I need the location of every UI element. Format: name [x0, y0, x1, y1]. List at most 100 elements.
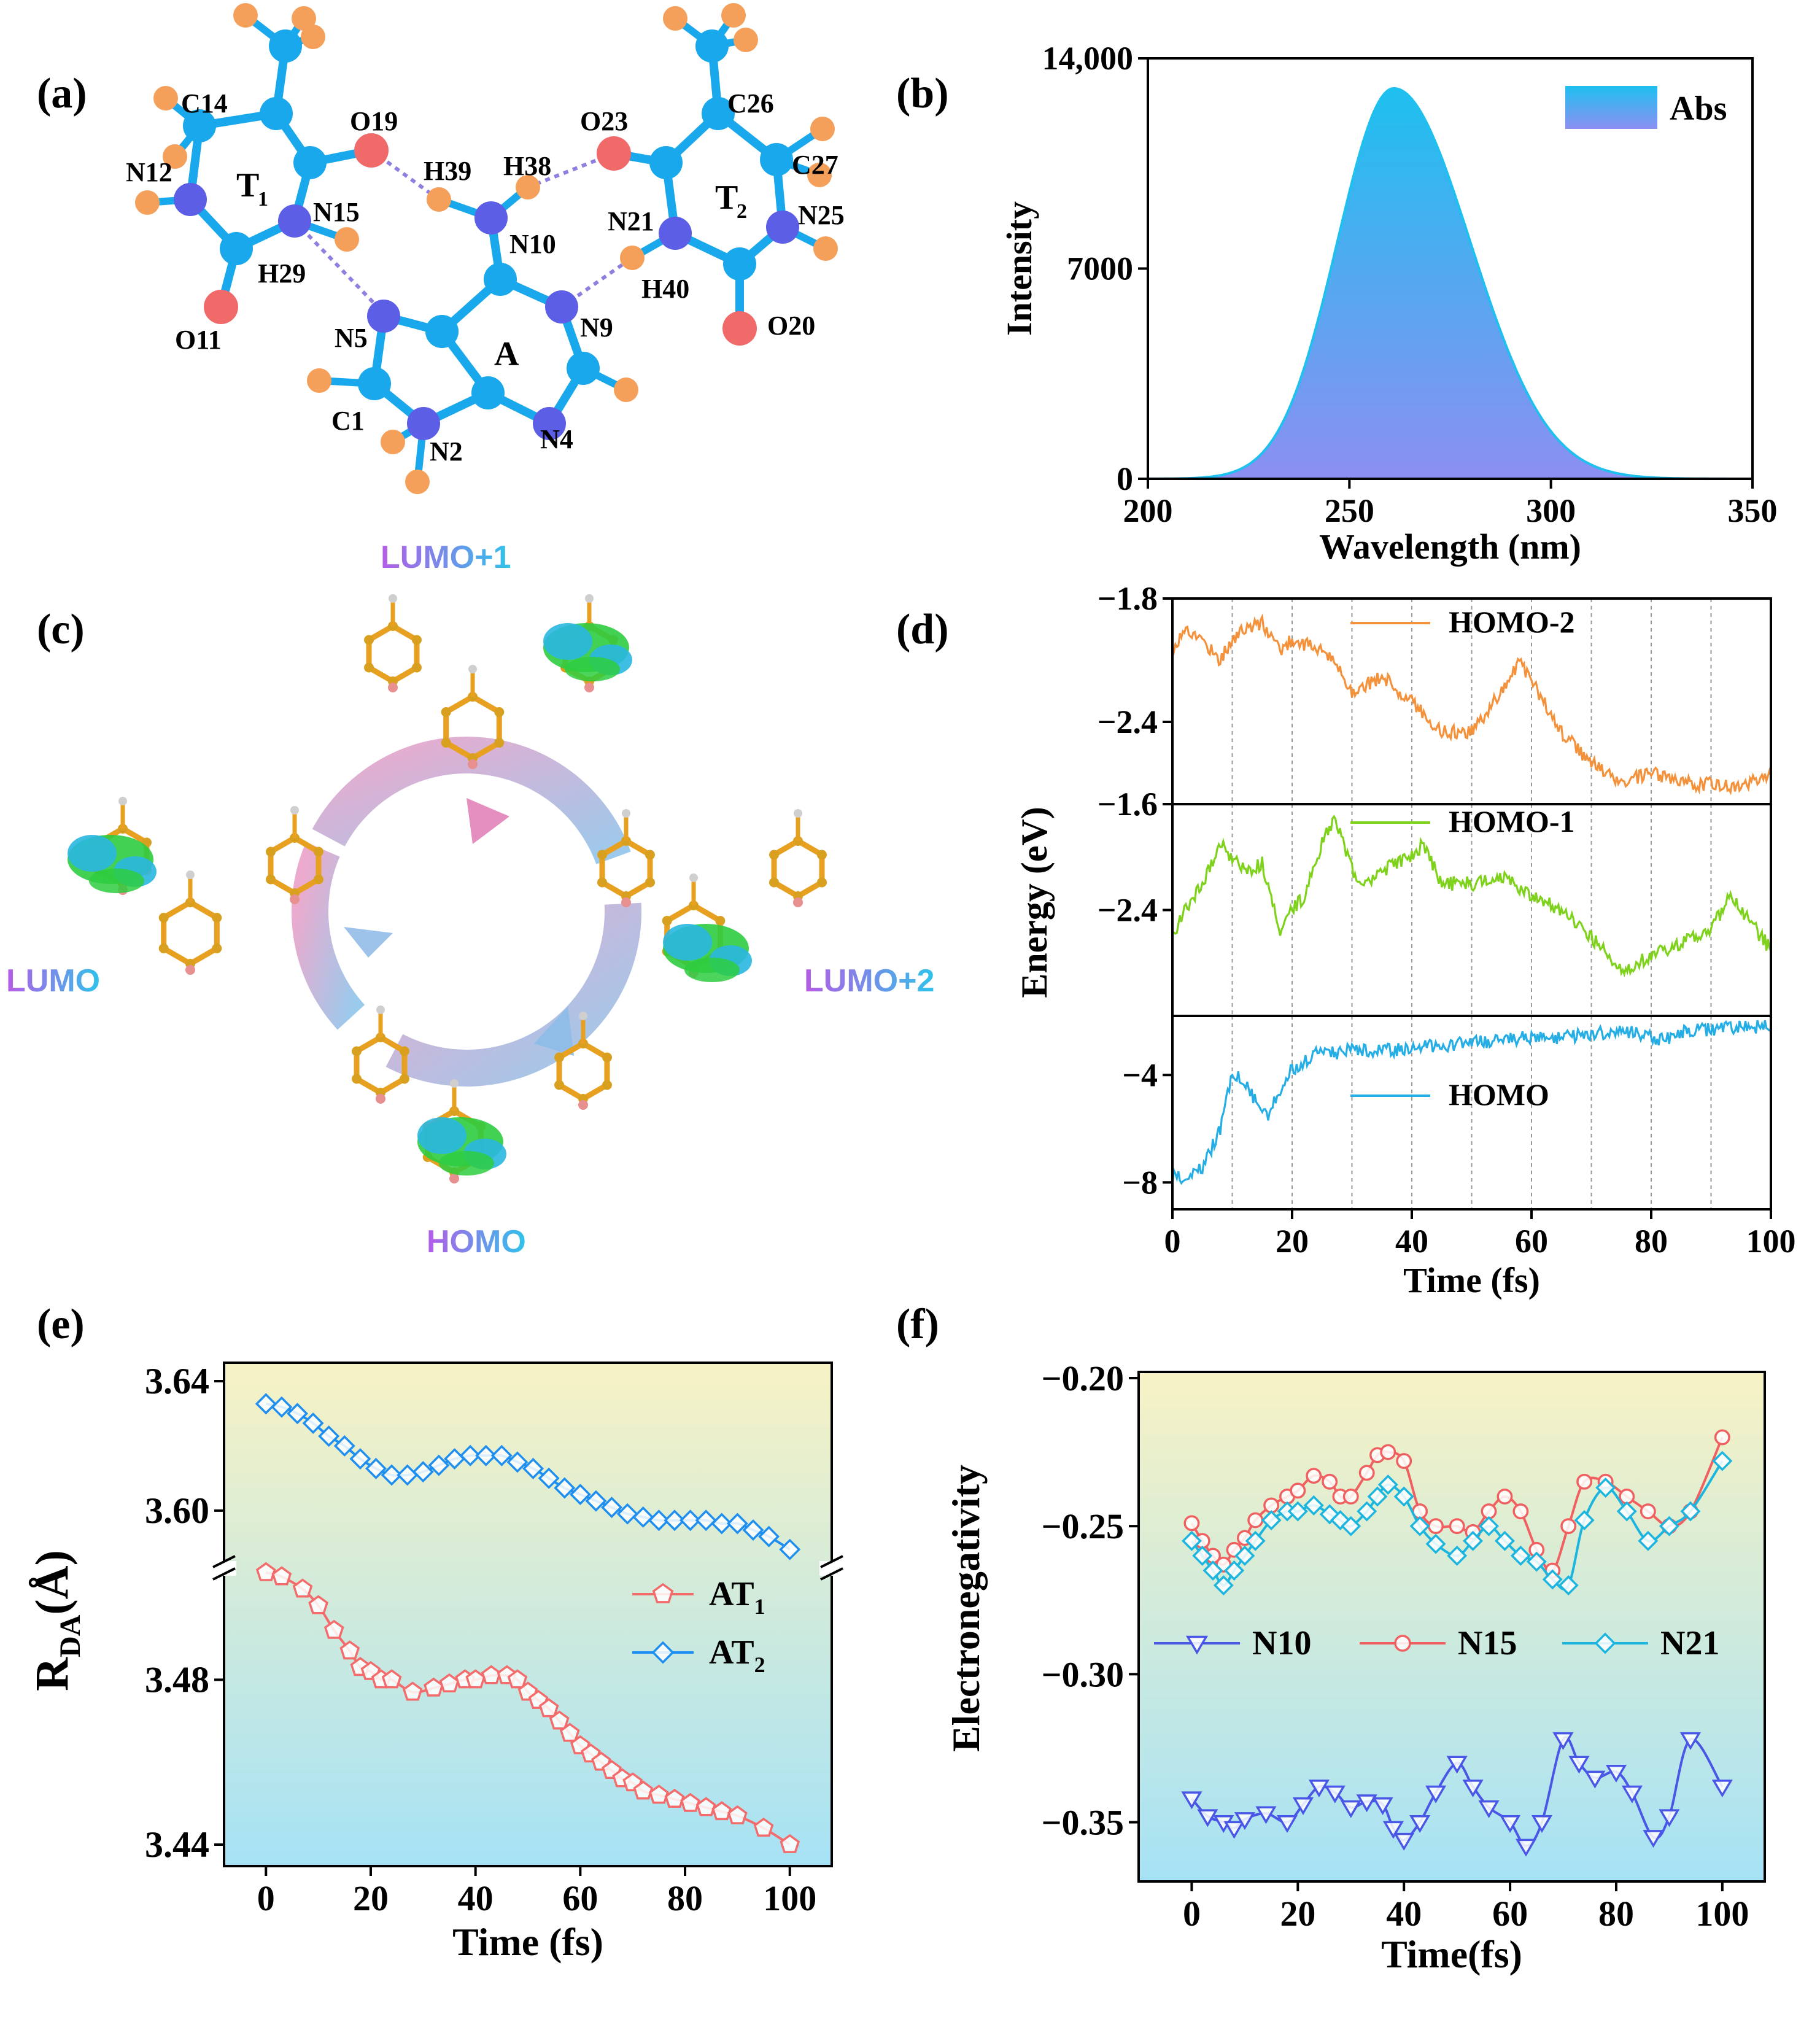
data-point	[538, 1698, 559, 1718]
atom-label-n25: N25	[798, 200, 845, 230]
data-point	[308, 1595, 328, 1614]
ring-atom	[158, 943, 169, 953]
data-point	[779, 1538, 801, 1560]
ring-atom	[352, 1046, 362, 1056]
atom-h	[163, 144, 187, 169]
atom-label-c26: C26	[727, 88, 774, 118]
data-point	[475, 1444, 497, 1466]
electronegativity-chart: 0 20 40 60 80 100 −0.20 −0.25 −0.30 −0.35 Time(fs)…	[944, 1358, 1766, 1976]
ring-atom	[494, 707, 505, 717]
orbital-label-lumo1: LUMO+1	[381, 540, 511, 575]
legend-label: AT2	[709, 1633, 765, 1677]
orbital-lobe	[684, 958, 740, 982]
data-point	[1497, 1488, 1513, 1505]
ring-atom	[554, 1052, 565, 1063]
data-point	[742, 1519, 764, 1541]
atom-label-o19: O19	[350, 106, 398, 136]
ring-atom	[399, 1046, 409, 1056]
data-point	[1197, 1809, 1218, 1827]
ring-atom	[186, 870, 195, 879]
data-point	[1512, 1503, 1529, 1520]
data-point	[287, 1403, 308, 1425]
data-point	[727, 1805, 748, 1824]
data-point	[1393, 1486, 1414, 1507]
ring-atom	[597, 850, 608, 860]
data-point	[1341, 1516, 1361, 1536]
data-point	[1558, 1575, 1579, 1596]
atom-label-h40: H40	[641, 274, 689, 304]
atom-o11	[204, 290, 238, 324]
ring-atom	[585, 594, 594, 603]
data-point	[1292, 1797, 1314, 1816]
y-tick-label: −2.4	[1098, 892, 1158, 929]
ring-label-a: A	[494, 335, 519, 373]
x-axis-label: Time(fs)	[1381, 1932, 1522, 1976]
y-tick-label: 0	[1117, 460, 1133, 497]
legend-label: N21	[1660, 1624, 1719, 1662]
legend-label: Abs	[1670, 90, 1727, 128]
atom-label-n15: N15	[313, 197, 360, 227]
data-point	[711, 1801, 732, 1821]
data-point	[1500, 1815, 1521, 1833]
ring-atom	[449, 1174, 459, 1184]
x-tick-label: 40	[1395, 1223, 1428, 1260]
data-point	[1308, 1780, 1330, 1798]
atom-h	[135, 190, 160, 215]
atom-h	[807, 163, 832, 187]
data-point	[1409, 1815, 1431, 1833]
y-axis-label: Energy (eV)	[1014, 807, 1055, 998]
data-point	[381, 1669, 402, 1689]
atom-h	[381, 430, 405, 454]
data-point	[1680, 1501, 1701, 1522]
y-tick-label: −8	[1122, 1164, 1158, 1201]
data-point	[1659, 1809, 1680, 1827]
x-tick-label: 100	[763, 1878, 816, 1918]
data-point	[428, 1454, 450, 1476]
ring-atom	[411, 662, 422, 673]
data-point	[1425, 1785, 1447, 1803]
atom-c1b	[293, 146, 327, 179]
atom-n12	[174, 183, 207, 216]
data-point	[1183, 1515, 1200, 1532]
data-point	[1462, 1780, 1484, 1798]
orbital-labels: LUMO+1 LUMO LUMO+2 HOMO	[6, 540, 934, 1260]
data-point	[569, 1484, 591, 1506]
atom-n15	[278, 204, 311, 238]
atom-label-c1: C1	[331, 406, 365, 436]
orbital-lobe	[543, 623, 592, 660]
atom-n9	[545, 290, 578, 323]
atom-h	[307, 368, 331, 393]
abs-line	[1147, 87, 1752, 480]
atom-label-h38: H38	[503, 151, 551, 181]
axis-break-mark	[820, 1555, 843, 1568]
atom-n5	[367, 300, 400, 333]
data-point	[680, 1509, 702, 1532]
atom-h	[813, 236, 838, 261]
abs-area	[1148, 88, 1752, 479]
y-axis-label: Electronegativity	[944, 1465, 988, 1752]
atom-label-n2: N2	[430, 436, 463, 467]
x-tick-label: 40	[1386, 1894, 1422, 1934]
atom-n10	[474, 201, 508, 234]
plot-background	[1139, 1372, 1765, 1881]
atom-me1	[269, 29, 302, 63]
ring-atom	[313, 846, 323, 857]
data-point	[1621, 1785, 1643, 1803]
atom-label-h29: H29	[258, 258, 306, 289]
legend-swatch	[1565, 86, 1657, 129]
data-point	[1181, 1530, 1202, 1551]
atom-h	[810, 117, 835, 141]
data-point	[652, 1583, 674, 1603]
axis-frame	[1137, 1371, 1766, 1883]
atom-label-o20: O20	[767, 311, 815, 341]
data-point	[1510, 1545, 1531, 1566]
data-point	[1261, 1510, 1282, 1531]
atom-h	[405, 470, 430, 494]
data-point	[1223, 1821, 1245, 1839]
atom-h	[620, 246, 645, 270]
panel-label-b: (b)	[896, 70, 949, 117]
data-point	[1479, 1516, 1499, 1536]
data-point	[651, 1641, 675, 1664]
ring-atom	[376, 1005, 385, 1014]
ring-label-t2-sub: 2	[737, 200, 747, 223]
